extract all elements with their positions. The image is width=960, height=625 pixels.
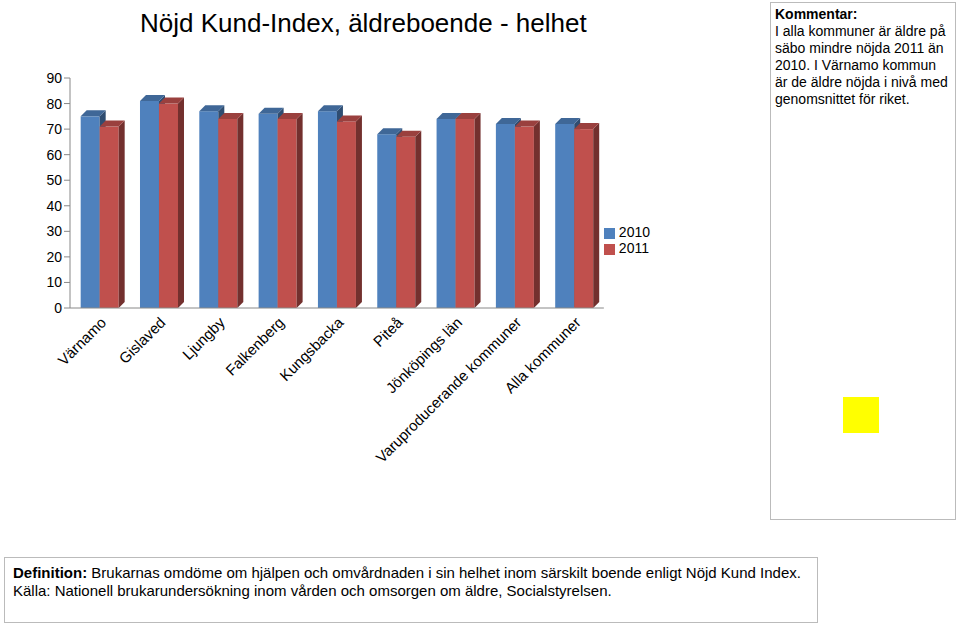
svg-text:80: 80 — [46, 96, 62, 112]
svg-text:10: 10 — [46, 274, 62, 290]
svg-text:Piteå: Piteå — [370, 313, 407, 350]
svg-text:Värnamo: Värnamo — [54, 314, 109, 369]
svg-text:Falkenberg: Falkenberg — [222, 314, 287, 379]
svg-text:Gislaved: Gislaved — [115, 314, 168, 367]
html-text:Definition: Brukarnas omdöme o: Definition: Brukarnas omdöme om hjälpen … — [13, 564, 801, 599]
svg-text:0: 0 — [54, 300, 62, 316]
svg-text:20: 20 — [46, 249, 62, 265]
svg-text:Jönköpings län: Jönköpings län — [382, 313, 466, 397]
svg-text:70: 70 — [46, 121, 62, 137]
svg-text:Varuproducerande kommuner: Varuproducerande kommuner — [372, 314, 524, 466]
svg-text:50: 50 — [46, 172, 62, 188]
svg-text:40: 40 — [46, 198, 62, 214]
html-text:Nöjd Kund-Index, äldreboende -: Nöjd Kund-Index, äldreboende - helhet — [140, 8, 587, 38]
html-text:2011: 2011 — [618, 240, 649, 256]
svg-text:Alla kommuner: Alla kommuner — [501, 314, 584, 397]
svg-text:90: 90 — [46, 70, 62, 86]
html-text:2010: 2010 — [618, 224, 650, 240]
svg-text:30: 30 — [46, 223, 62, 239]
svg-text:Ljungby: Ljungby — [179, 313, 229, 363]
html-text:Kommentar:: Kommentar: — [775, 6, 858, 22]
svg-text:Kungsbacka: Kungsbacka — [276, 313, 347, 384]
svg-text:60: 60 — [46, 147, 62, 163]
html-text:I alla kommuner är äldre på sä: I alla kommuner är äldre på säbo mindre … — [775, 23, 948, 107]
